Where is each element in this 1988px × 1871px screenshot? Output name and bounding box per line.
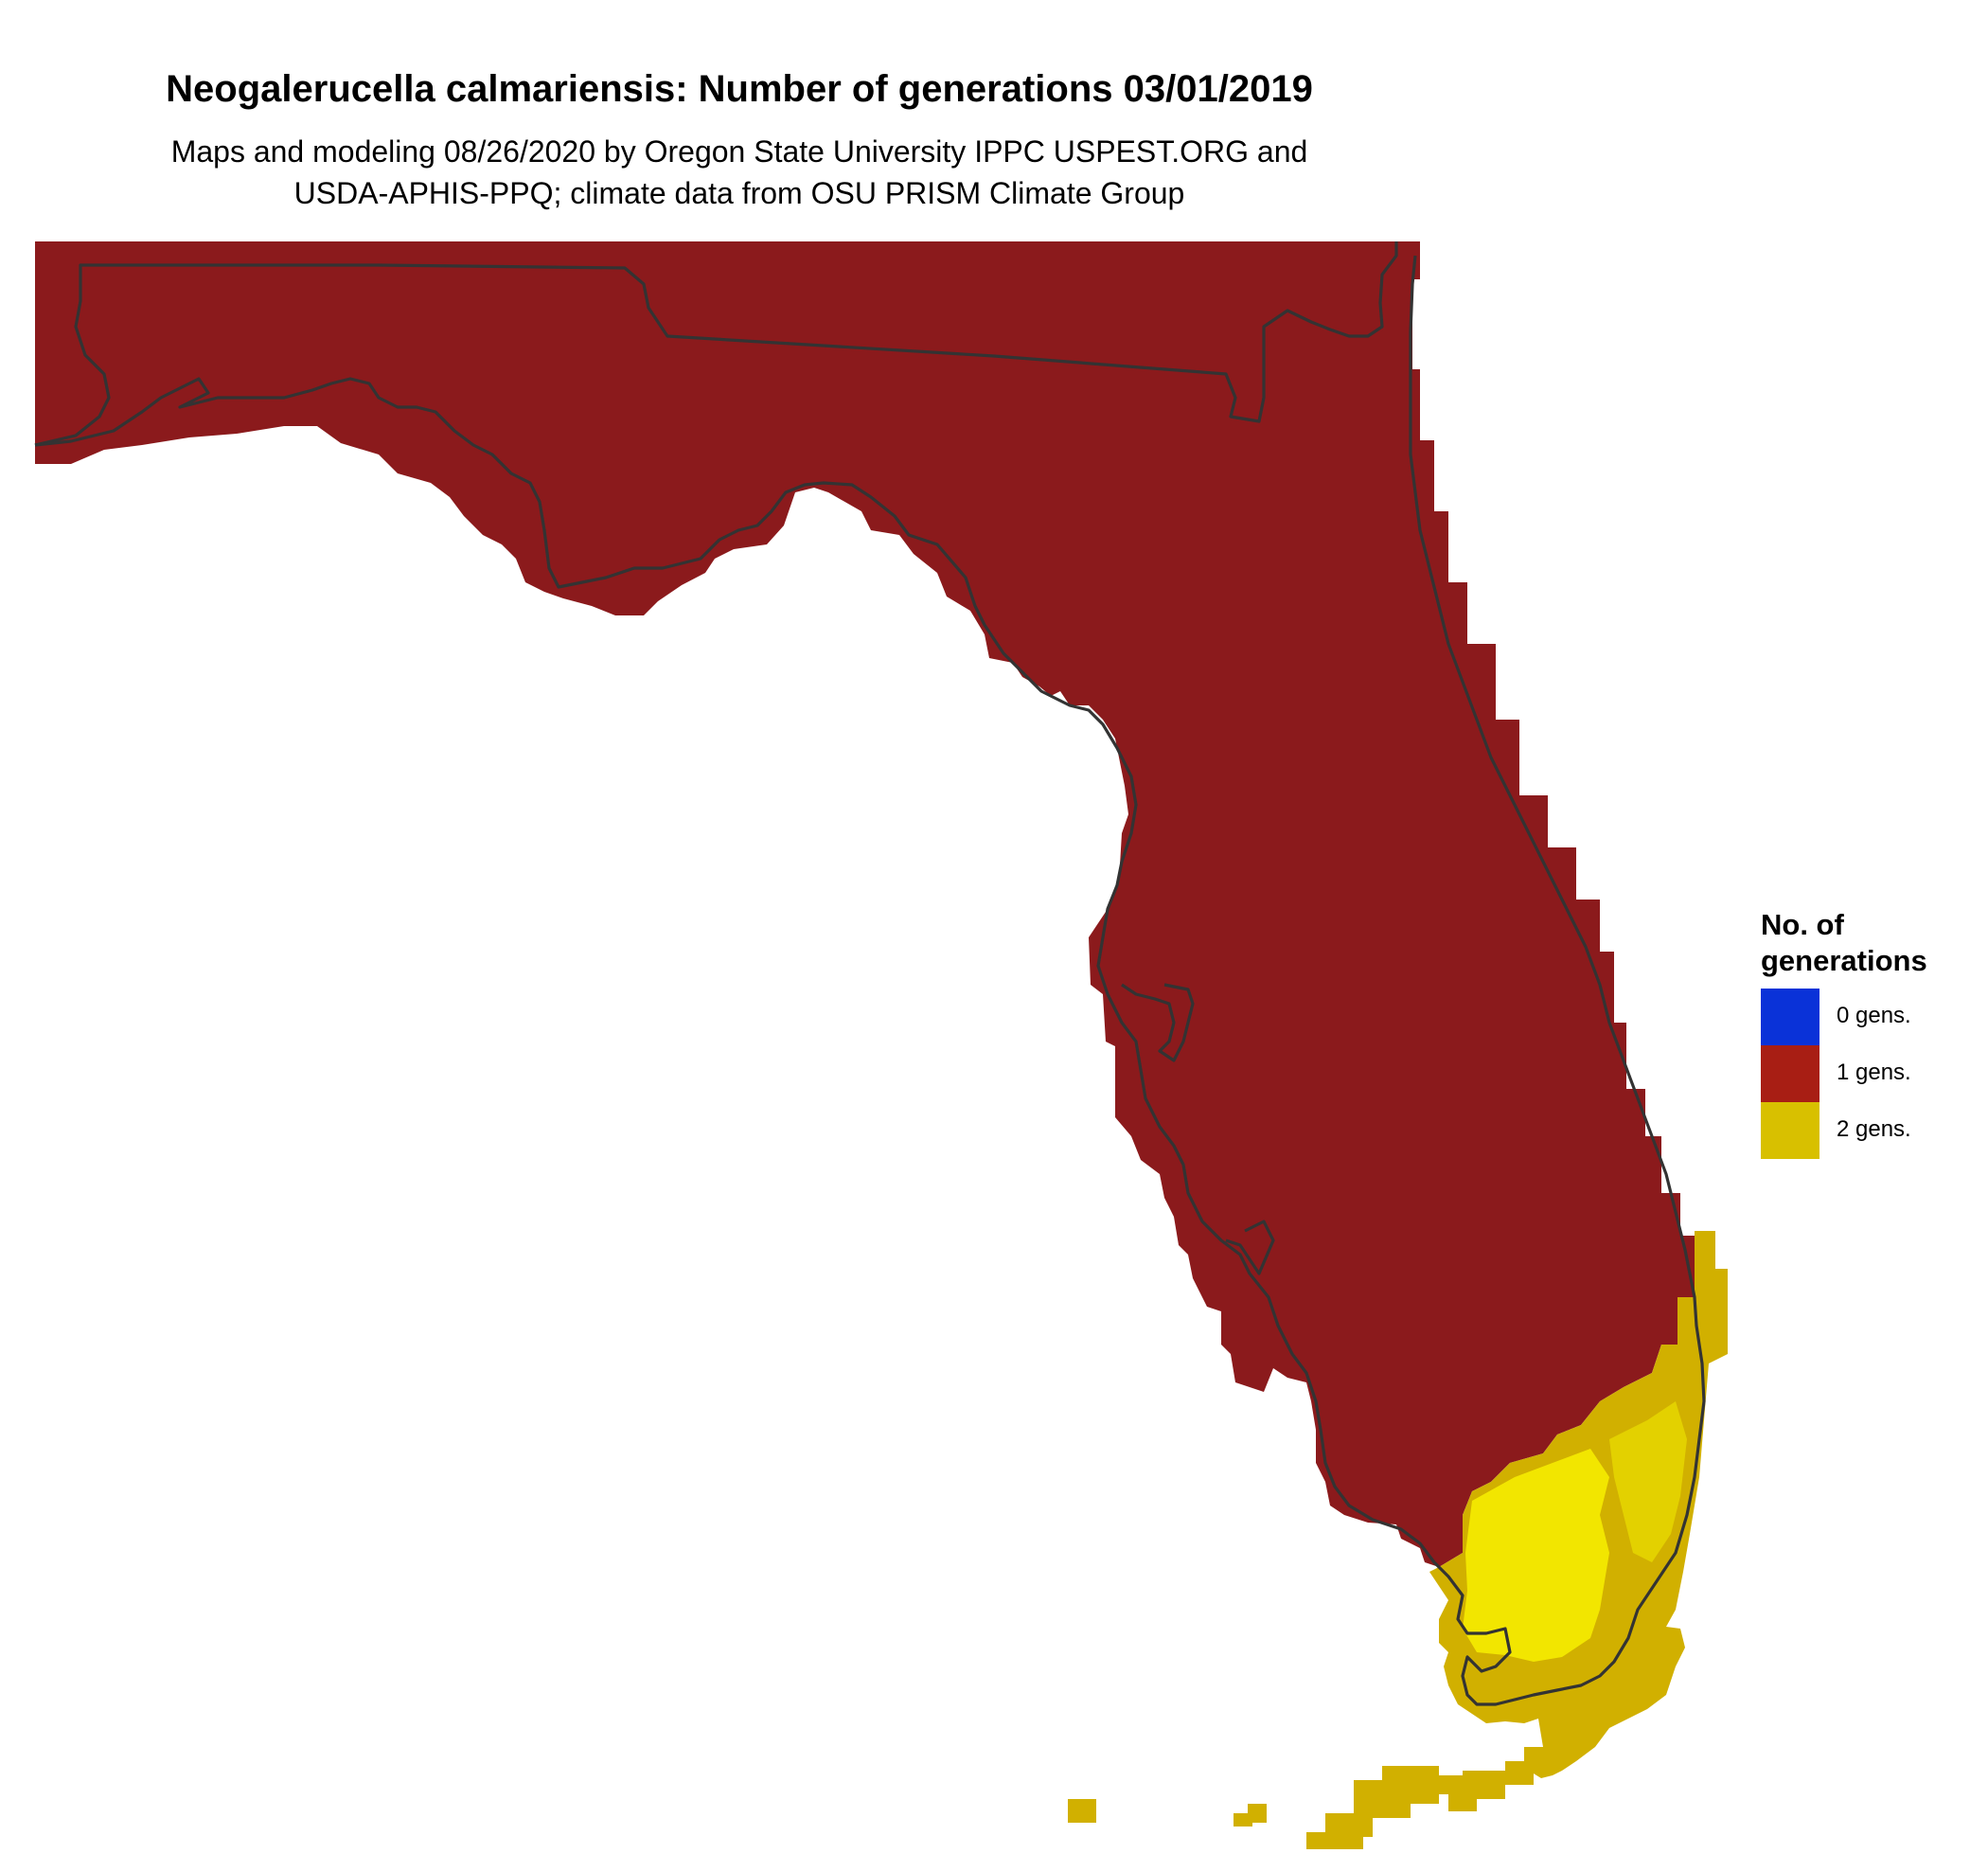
tampa-bay-outline (1121, 983, 1195, 1062)
legend-swatch-2-gens (1761, 1102, 1819, 1159)
map-subtitle-line2: USDA-APHIS-PPQ; climate data from OSU PR… (293, 176, 1185, 210)
legend-title: No. of generations (1761, 907, 1927, 979)
legend-label-1-gens: 1 gens. (1837, 1060, 1911, 1085)
charlotte-harbor-outline (1225, 1220, 1275, 1275)
region-2-generations-east (1609, 1401, 1687, 1562)
legend-swatch-1-gens (1761, 1045, 1819, 1102)
legend-item-0-gens: 0 gens. (1761, 989, 1988, 1045)
georgia-alabama-border (34, 241, 1398, 447)
north-coast-outline (34, 255, 1706, 1706)
state-outlines (34, 241, 1706, 1706)
legend-item-1-gens: 1 gens. (1761, 1045, 1988, 1102)
florida-keys (1068, 1747, 1553, 1849)
legend-title-line1: No. of (1761, 908, 1844, 941)
legend-label-0-gens: 0 gens. (1837, 1003, 1911, 1028)
legend-label-2-gens: 2 gens. (1837, 1116, 1911, 1142)
map-title: Neogalerucella calmariensis: Number of g… (166, 68, 1313, 110)
legend-title-line2: generations (1761, 944, 1927, 977)
region-1-generation (35, 241, 1695, 1567)
legend-item-2-gens: 2 gens. (1761, 1102, 1988, 1159)
legend: No. of generations 0 gens. 1 gens. 2 gen… (1761, 907, 1927, 1159)
region-2-generations-core (1463, 1449, 1609, 1662)
map-subtitle-line1: Maps and modeling 08/26/2020 by Oregon S… (170, 134, 1308, 169)
legend-swatch-0-gens (1761, 989, 1819, 1045)
